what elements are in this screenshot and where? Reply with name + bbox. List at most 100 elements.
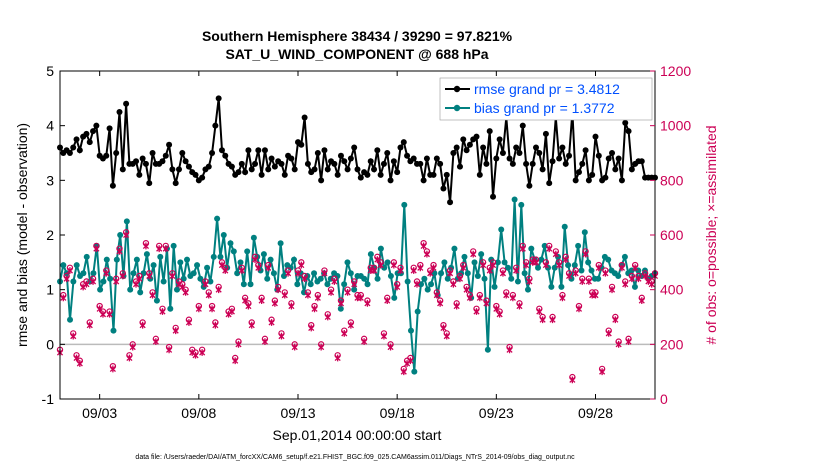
- obs-assimilated-marker: [205, 291, 212, 299]
- rmse-point: [258, 171, 265, 178]
- obs-assimilated-marker: [215, 286, 222, 294]
- rmse-point: [314, 150, 321, 156]
- bias-point: [337, 305, 344, 312]
- y-left-tick-label: 3: [46, 172, 54, 188]
- bias-point: [461, 253, 468, 260]
- obs-assimilated-marker: [413, 280, 421, 288]
- obs-assimilated-marker: [73, 354, 80, 362]
- bias-point: [451, 245, 458, 252]
- chart-title-line1: Southern Hemisphere 38434 / 39290 = 97.8…: [202, 28, 513, 44]
- obs-assimilated-marker: [103, 269, 110, 277]
- bias-point: [270, 270, 277, 277]
- bias-point: [514, 278, 521, 285]
- obs-assimilated-marker: [301, 275, 308, 283]
- rmse-point: [334, 171, 341, 178]
- x-tick-label: 09/28: [578, 405, 613, 421]
- rmse-point: [566, 152, 573, 159]
- rmse-point: [592, 133, 599, 140]
- obs-assimilated-marker: [506, 346, 513, 354]
- rmse-point: [493, 155, 500, 162]
- obs-assimilated-marker: [261, 338, 269, 345]
- bias-point: [73, 262, 80, 269]
- bias-point: [481, 275, 488, 282]
- obs-assimilated-marker: [592, 291, 599, 299]
- bias-point: [214, 215, 221, 222]
- rmse-point: [397, 144, 404, 151]
- rmse-point: [364, 171, 371, 178]
- obs-assimilated-marker: [410, 267, 417, 274]
- bias-point: [280, 273, 287, 279]
- rmse-point: [271, 163, 278, 170]
- obs-assimilated-marker: [513, 267, 520, 274]
- obs-assimilated-marker: [255, 264, 262, 272]
- obs-assimilated-marker: [556, 261, 563, 269]
- obs-assimilated-marker: [450, 280, 457, 288]
- obs-assimilated-marker: [139, 321, 146, 329]
- x-tick-label: 09/03: [82, 405, 117, 421]
- bias-point: [501, 259, 508, 266]
- obs-assimilated-marker: [142, 242, 150, 250]
- obs-assimilated-marker: [351, 280, 358, 288]
- x-axis: 09/03 09/08 09/13 09/18 09/23 09/28: [82, 71, 613, 421]
- left-axis: -1 0 1 2 3 4 5: [42, 63, 65, 407]
- obs-assimilated-marker: [311, 305, 318, 313]
- rmse-point: [66, 150, 73, 156]
- rmse-point: [605, 155, 612, 162]
- rmse-point: [523, 160, 530, 167]
- rmse-point: [384, 150, 391, 156]
- rmse-point: [192, 171, 199, 178]
- bias-point: [137, 289, 144, 296]
- rmse-point: [185, 163, 192, 170]
- legend-bias-marker: [453, 104, 461, 112]
- y-left-tick-label: 4: [46, 118, 54, 134]
- bias-point: [190, 270, 197, 277]
- obs-assimilated-marker: [235, 340, 242, 348]
- obs-assimilated-marker: [314, 294, 321, 302]
- rmse-point: [245, 147, 252, 154]
- obs-assimilated-marker: [337, 299, 345, 307]
- rmse-point: [86, 139, 93, 146]
- bias-point: [441, 259, 448, 266]
- obs-assimilated-marker: [526, 278, 533, 285]
- bias-point: [150, 262, 157, 269]
- rmse-point: [579, 160, 586, 167]
- bias-point: [404, 278, 411, 285]
- rmse-point: [625, 128, 632, 135]
- obs-assimilated-marker: [420, 242, 427, 250]
- rmse-point: [374, 147, 381, 154]
- bias-point: [184, 256, 191, 263]
- rmse-point: [506, 155, 513, 162]
- rmse-point: [109, 182, 116, 189]
- y-right-tick-label: 200: [660, 336, 684, 352]
- rmse-point: [536, 150, 543, 156]
- obs-assimilated-marker: [195, 305, 202, 313]
- rmse-point: [447, 199, 454, 206]
- rmse-point: [337, 152, 344, 159]
- obs-assimilated-marker: [152, 338, 159, 345]
- rmse-point: [367, 158, 374, 165]
- bias-point: [317, 275, 324, 282]
- rmse-point: [205, 163, 212, 170]
- bias-point: [244, 248, 251, 255]
- rmse-point: [609, 150, 616, 156]
- obs-assimilated-marker: [364, 299, 371, 307]
- rmse-point: [351, 144, 358, 151]
- rmse-point: [212, 122, 219, 129]
- obs-assimilated-marker: [83, 280, 90, 288]
- bias-point: [67, 316, 74, 323]
- legend-rmse-marker: [453, 85, 461, 93]
- obs-assimilated-marker: [466, 294, 473, 302]
- legend-bias-label: bias grand pr = 1.3772: [474, 100, 615, 116]
- rmse-point: [76, 147, 83, 154]
- rmse-point: [215, 95, 222, 102]
- rmse-point: [443, 171, 450, 178]
- obs-assimilated-marker: [294, 269, 302, 277]
- rmse-point: [420, 177, 427, 184]
- bias-point: [615, 273, 622, 279]
- bias-point: [127, 286, 134, 293]
- bias-point: [571, 262, 578, 269]
- bias-point: [170, 242, 177, 249]
- x-tick-label: 09/18: [380, 405, 415, 421]
- obs-assimilated-marker: [605, 330, 612, 337]
- obs-assimilated-marker: [559, 294, 566, 302]
